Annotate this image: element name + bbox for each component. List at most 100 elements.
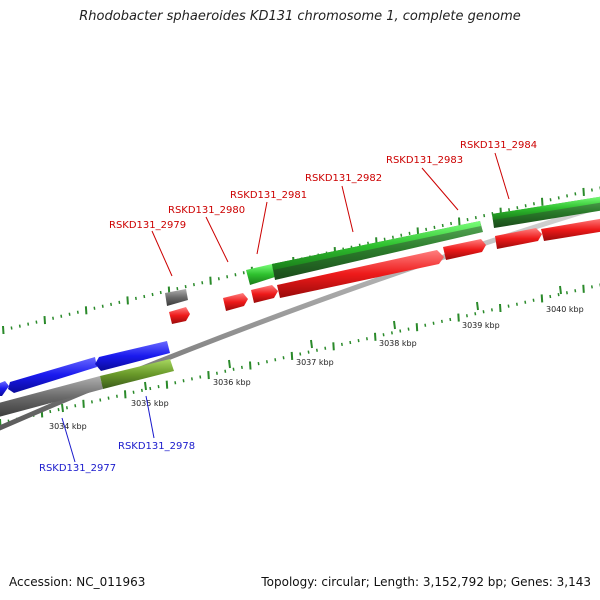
gene-label[interactable]: RSKD131_2981 bbox=[230, 190, 307, 201]
tick-dot bbox=[290, 351, 294, 360]
tick-dot bbox=[226, 275, 229, 279]
tick-dot bbox=[99, 398, 102, 402]
tick-dot bbox=[126, 296, 129, 305]
tick-dot bbox=[110, 302, 113, 307]
tick-dot bbox=[466, 217, 469, 222]
accession-text: Accession: NC_011963 bbox=[9, 575, 146, 589]
gene-arrow-blue bbox=[95, 341, 170, 371]
tick-dot bbox=[549, 198, 552, 202]
tick-dot bbox=[590, 188, 593, 192]
tick-dot bbox=[143, 294, 146, 299]
genome-summary-text: Topology: circular; Length: 3,152,792 bp… bbox=[261, 575, 591, 589]
tick-dot bbox=[474, 215, 477, 220]
gene-labels: RSKD131_2977 RSKD131_2978 RSKD131_2979 R… bbox=[39, 140, 537, 474]
tick-dot bbox=[532, 298, 535, 302]
tick-dot bbox=[207, 371, 210, 380]
tick-dot bbox=[532, 202, 535, 206]
tick-dot bbox=[440, 319, 443, 324]
gene-arrow-green bbox=[246, 264, 275, 285]
tick-dot bbox=[332, 342, 335, 351]
scale-ticks: 3034 kbp 3035 kbp 3036 kbp 3037 kbp 3038… bbox=[49, 285, 584, 431]
tick-dot bbox=[57, 407, 60, 412]
tick-dot bbox=[27, 322, 30, 326]
tick-dot bbox=[299, 352, 302, 356]
tick-dot bbox=[184, 284, 187, 289]
gene-arrow-red bbox=[251, 285, 278, 303]
gene-label[interactable]: RSKD131_2979 bbox=[109, 220, 186, 231]
tick-dot bbox=[507, 304, 510, 308]
tick-dot bbox=[415, 323, 419, 332]
tick-label: 3035 kbp bbox=[131, 399, 169, 408]
tick-label: 3039 kbp bbox=[462, 321, 500, 330]
tick-dot bbox=[391, 235, 394, 239]
gene-arrow-green bbox=[272, 221, 481, 270]
tick-dot bbox=[157, 384, 160, 389]
tick-dot bbox=[234, 273, 237, 277]
tick-dot bbox=[340, 342, 343, 347]
tick-dot bbox=[65, 406, 68, 410]
tick-dot bbox=[43, 316, 46, 325]
gene-label[interactable]: RSKD131_2984 bbox=[460, 140, 537, 151]
tick-dot bbox=[374, 332, 377, 341]
tick-dot bbox=[2, 325, 5, 335]
tick-dot bbox=[349, 340, 352, 345]
gene-label[interactable]: RSKD131_2982 bbox=[305, 173, 382, 184]
tick-dot bbox=[192, 282, 195, 287]
tick-dot bbox=[115, 394, 118, 398]
tick-dot bbox=[549, 294, 552, 299]
tick-dot bbox=[201, 281, 204, 285]
forward-gene-track bbox=[0, 196, 600, 396]
tick-dot bbox=[68, 312, 71, 316]
gene-arrow-red bbox=[169, 307, 190, 324]
tick-label: 3037 kbp bbox=[296, 358, 334, 367]
tick-dot bbox=[215, 371, 218, 375]
tick-dot bbox=[265, 360, 268, 364]
tick-dot bbox=[482, 310, 485, 314]
tick-dot bbox=[90, 400, 93, 404]
tick-dot bbox=[140, 388, 143, 393]
tick-dot bbox=[257, 361, 260, 366]
tick-dot bbox=[10, 326, 13, 330]
tick-dot bbox=[515, 302, 518, 306]
tick-dot bbox=[107, 396, 110, 400]
gene-arrow-red bbox=[541, 218, 600, 241]
tick-dot bbox=[574, 289, 577, 293]
tick-dot bbox=[134, 296, 137, 301]
tick-dot bbox=[383, 237, 386, 241]
tick-dot bbox=[365, 337, 368, 341]
tick-dot bbox=[82, 399, 85, 408]
gene-label[interactable]: RSKD131_2978 bbox=[118, 441, 195, 452]
tick-dot bbox=[182, 379, 185, 383]
tick-dot bbox=[232, 367, 235, 371]
tick-dot bbox=[118, 300, 121, 305]
gene-arrow-green bbox=[492, 196, 600, 220]
gene-arrow-olive bbox=[100, 359, 174, 389]
gene-arrow-red bbox=[277, 250, 444, 298]
tick-dot bbox=[541, 197, 544, 206]
tick-dot bbox=[74, 404, 77, 408]
tick-dot bbox=[524, 204, 527, 208]
gene-label[interactable]: RSKD131_2977 bbox=[39, 463, 116, 474]
tick-dot bbox=[424, 323, 427, 327]
gene-label[interactable]: RSKD131_2980 bbox=[168, 205, 245, 216]
tick-label: 3040 kbp bbox=[546, 305, 584, 314]
tick-dot bbox=[407, 327, 410, 331]
gene-arrow-red bbox=[443, 239, 486, 260]
tick-dot bbox=[441, 223, 444, 228]
tick-dot bbox=[93, 306, 96, 310]
tick-dot bbox=[190, 377, 193, 381]
tick-dot bbox=[499, 303, 502, 313]
gene-arrow-blue bbox=[8, 357, 97, 393]
tick-dot bbox=[465, 314, 468, 318]
tick-dot bbox=[449, 317, 452, 322]
tick-dot bbox=[60, 314, 63, 318]
tick-label: 3034 kbp bbox=[49, 422, 87, 431]
tick-dot bbox=[199, 375, 202, 379]
tick-dot bbox=[49, 409, 52, 414]
tick-dot bbox=[390, 331, 393, 335]
tick-dot bbox=[425, 227, 428, 232]
tick-dot bbox=[400, 233, 403, 237]
tick-dot bbox=[590, 285, 593, 289]
gene-label[interactable]: RSKD131_2983 bbox=[386, 155, 463, 166]
tick-dot bbox=[582, 187, 585, 196]
